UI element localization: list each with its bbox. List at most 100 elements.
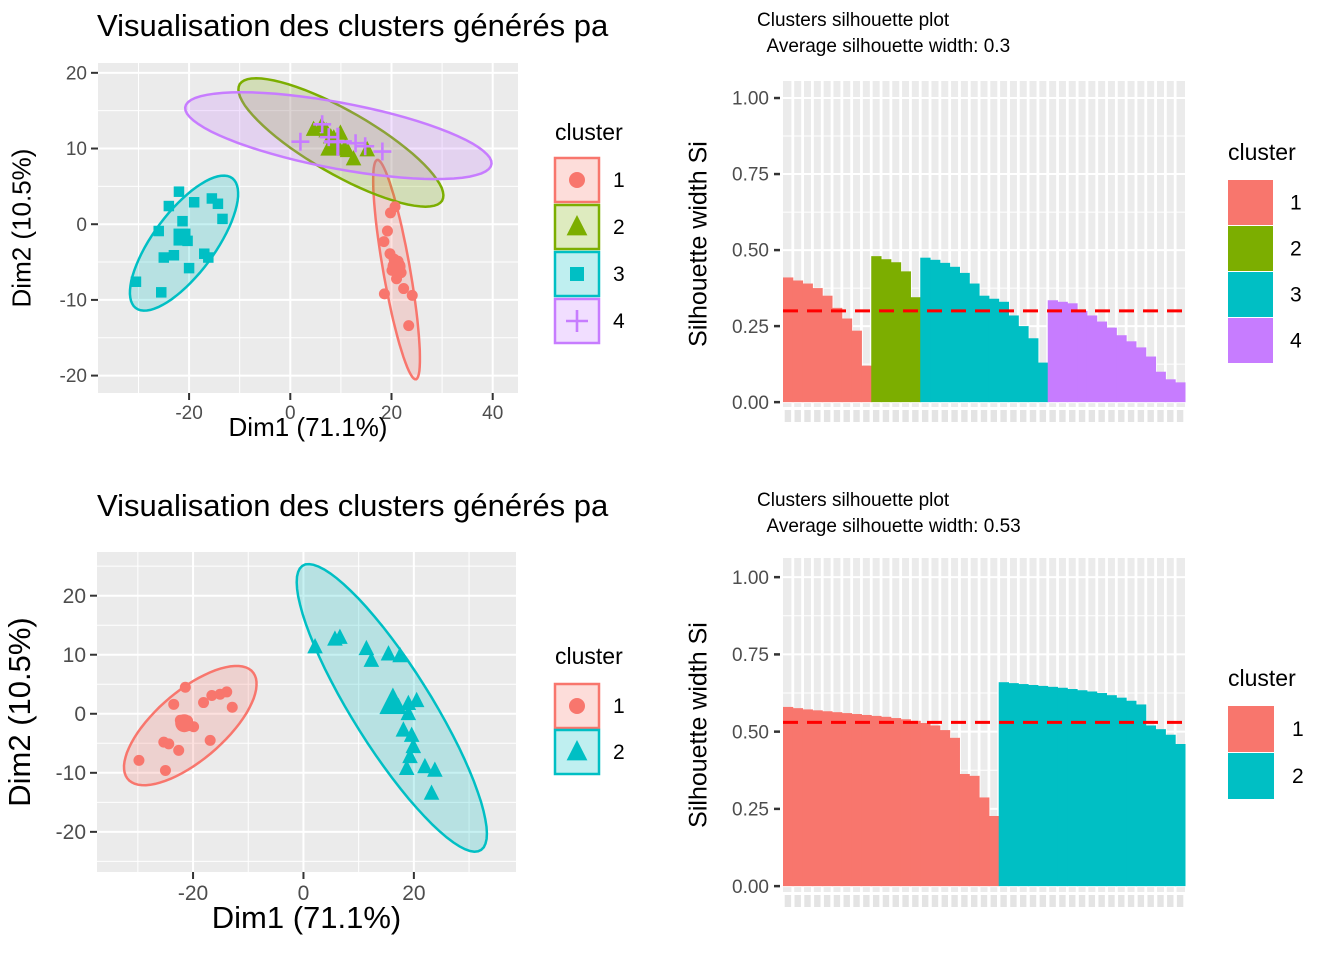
triangle-marker <box>403 726 420 742</box>
obs-tick <box>1137 895 1145 907</box>
obs-tick <box>1069 895 1076 907</box>
legend-label: 1 <box>1292 718 1304 741</box>
triangle-marker <box>363 651 380 667</box>
silhouette-bar <box>998 301 1010 403</box>
silhouette-bar <box>910 720 921 887</box>
triangle-marker <box>566 215 588 236</box>
y-tick-label: 0.25 <box>732 317 769 338</box>
silhouette-bar <box>998 682 1010 887</box>
obs-tick <box>784 895 792 907</box>
circle-marker <box>204 734 216 746</box>
circle-marker <box>384 207 396 219</box>
silhouette-bar <box>959 773 970 887</box>
obs-tick <box>1010 895 1017 907</box>
square-marker <box>173 228 191 246</box>
legend-label: 2 <box>1290 238 1302 261</box>
scatter-plot-k4: -20 0 20 40 -20 -10 0 10 20 cluster 1 2 3 4 <box>60 63 625 424</box>
silhouette-bar <box>930 725 941 887</box>
legend-key <box>1228 180 1273 225</box>
triangle-marker <box>400 704 417 721</box>
triangle-marker <box>398 759 415 775</box>
y-tick-label: 0.75 <box>732 165 769 186</box>
square-marker <box>156 287 167 298</box>
obs-tick <box>1010 410 1017 422</box>
x-axis-title: Dim1 (71.1%) <box>228 412 388 442</box>
obs-tick <box>1069 410 1076 422</box>
circle-marker <box>381 225 393 237</box>
y-tick-label: 10 <box>63 644 86 667</box>
obs-tick <box>892 895 899 907</box>
silhouette-bar <box>900 271 911 403</box>
silhouette-bar <box>969 775 980 887</box>
y-axis-title: Silhouette width Si <box>684 141 713 347</box>
obs-tick <box>1000 895 1007 907</box>
silhouette-bar <box>979 295 990 403</box>
square-marker <box>217 213 228 225</box>
x-tick-label: 20 <box>402 882 425 905</box>
plot-title: Visualisation des clusters générés pa <box>97 488 609 523</box>
square-marker <box>183 262 195 274</box>
legend-label: 4 <box>613 310 625 333</box>
scatter-plot-k2: -20 0 20 -20 -10 0 10 20 cluster 1 2 <box>56 552 625 905</box>
x-tick-label: 40 <box>482 403 503 424</box>
x-tick-label: -20 <box>178 882 208 905</box>
obs-tick <box>882 410 890 422</box>
circle-marker <box>221 686 233 698</box>
circle-marker <box>163 738 175 750</box>
circle-marker <box>406 289 418 301</box>
silhouette-bar <box>792 708 804 887</box>
obs-tick <box>921 895 929 907</box>
triangle-marker <box>307 638 323 654</box>
obs-tick <box>1118 895 1125 907</box>
obs-tick <box>1147 895 1154 907</box>
triangle-marker <box>423 784 440 800</box>
triangle-marker <box>408 691 425 708</box>
y-tick-label: 0.50 <box>732 722 769 743</box>
obs-tick <box>853 410 860 422</box>
y-tick-label: 0.75 <box>732 645 769 666</box>
y-axis-title: Dim2 (10.5%) <box>6 148 37 308</box>
y-tick-label: 0 <box>76 215 87 236</box>
obs-tick <box>1039 410 1047 422</box>
silhouette-bar <box>1018 684 1029 887</box>
obs-tick <box>1098 410 1105 422</box>
triangle-marker <box>379 687 407 715</box>
obs-tick <box>823 410 831 422</box>
obs-tick <box>1088 895 1096 907</box>
silhouette-bar <box>871 715 882 887</box>
obs-tick <box>1059 895 1066 907</box>
circle-marker <box>403 320 415 332</box>
obs-tick <box>804 895 811 907</box>
y-tick-label: 0.00 <box>732 393 769 414</box>
plot-title: Clusters silhouette plot <box>757 10 950 31</box>
obs-tick <box>1049 410 1056 422</box>
silhouette-bar <box>1116 335 1127 403</box>
obs-tick <box>1000 410 1007 422</box>
silhouette-bar <box>890 262 902 403</box>
silhouette-bar <box>871 256 882 403</box>
silhouette-bar <box>890 718 902 887</box>
y-tick-label: 20 <box>66 63 87 84</box>
silhouette-bar <box>1067 689 1078 887</box>
plot-subtitle: Average silhouette width: 0.3 <box>757 36 1011 57</box>
obs-tick <box>843 895 850 907</box>
silhouette-bar <box>1135 347 1147 403</box>
silhouette-bar <box>861 365 872 403</box>
legend-title: cluster <box>555 119 623 145</box>
obs-tick <box>951 410 958 422</box>
legend-label: 3 <box>613 263 625 286</box>
silhouette-bar <box>822 295 833 403</box>
obs-tick <box>1049 895 1056 907</box>
silhouette-bar <box>900 719 911 887</box>
obs-tick <box>1029 895 1037 907</box>
circle-marker <box>198 697 210 709</box>
plot-panel <box>97 552 516 872</box>
silhouette-bar <box>988 815 1000 887</box>
silhouette-bar <box>851 330 862 403</box>
cell-cluster-plot-k2: -20 0 20 -20 -10 0 10 20 cluster 1 2 Visualisation… <box>0 480 672 960</box>
circle-marker <box>133 754 145 766</box>
y-tick-label: -20 <box>56 821 86 844</box>
obs-tick <box>941 410 948 422</box>
silhouette-bar <box>1067 303 1078 403</box>
silhouette-bar <box>851 714 862 887</box>
